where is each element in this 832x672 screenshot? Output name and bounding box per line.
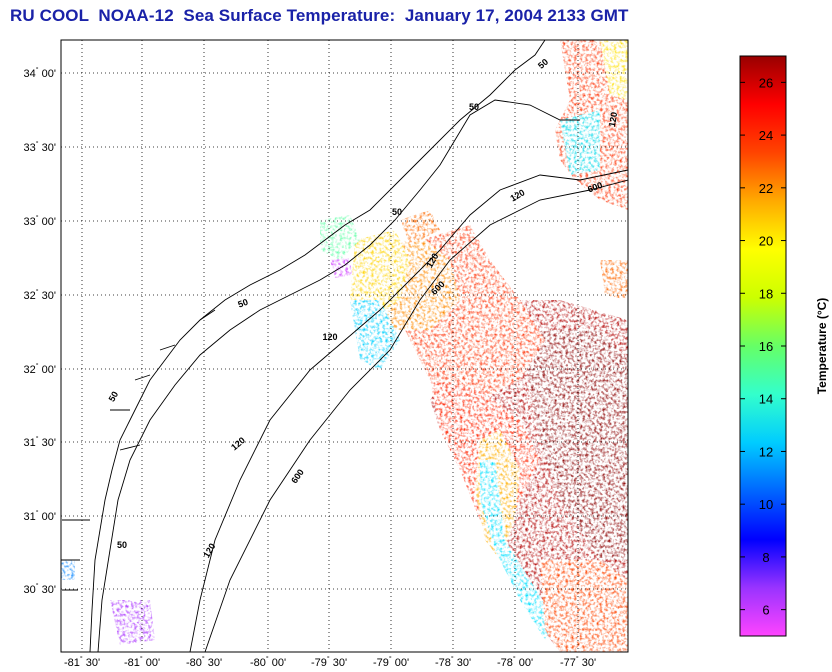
contour-label: 50 — [107, 390, 121, 404]
lon-tick-label: -79° 00' — [373, 655, 409, 669]
lon-tick-label: -78° 00' — [497, 655, 533, 669]
lat-tick-label: 32° 00' — [24, 362, 56, 376]
contour-label: 50 — [536, 57, 550, 71]
contour-label: 50 — [469, 102, 479, 112]
contour-label: 50 — [237, 297, 250, 310]
contour-50 — [97, 99, 580, 652]
contour-120 — [189, 169, 628, 652]
map-frame — [60, 39, 629, 653]
lon-tick-label: -77° 30' — [560, 655, 596, 669]
map-title: RU COOL NOAA-12 Sea Surface Temperature:… — [10, 6, 629, 25]
contour-600 — [204, 179, 628, 652]
contour-label: 120 — [322, 332, 337, 342]
estuary-lines — [61, 309, 216, 591]
latitude-labels: 34° 00' 33° 30' 33° 00' 32° 30' 32° 00' 31° 3… — [24, 66, 56, 596]
lon-tick-label: -80° 30' — [186, 655, 222, 669]
lon-tick-label: -79° 30' — [311, 655, 347, 669]
lat-tick-label: 31° 30' — [24, 435, 56, 449]
contour-label: 120 — [607, 111, 619, 128]
lat-tick-label: 33° 00' — [24, 214, 56, 228]
coastline — [89, 40, 546, 652]
lat-tick-label: 30° 30' — [24, 582, 56, 596]
contour-label: 600 — [586, 180, 604, 195]
lat-tick-label: 31° 00' — [24, 509, 56, 523]
coastline-and-contours — [61, 40, 628, 652]
graticule — [61, 40, 628, 652]
lon-tick-label: -80° 00' — [250, 655, 286, 669]
contour-label: 50 — [117, 540, 127, 550]
longitude-labels: -81° 30' -81° 00' -80° 30' -80° 00' -79° 30'… — [64, 655, 596, 669]
lat-tick-label: 32° 30' — [24, 288, 56, 302]
sst-imagery — [61, 40, 628, 652]
contour-label: 50 — [392, 207, 402, 217]
lon-tick-label: -78° 30' — [435, 655, 471, 669]
lon-tick-label: -81° 00' — [124, 655, 160, 669]
lat-tick-label: 33° 30' — [24, 140, 56, 154]
lon-tick-label: -81° 30' — [64, 655, 100, 669]
lat-tick-label: 34° 00' — [24, 66, 56, 80]
